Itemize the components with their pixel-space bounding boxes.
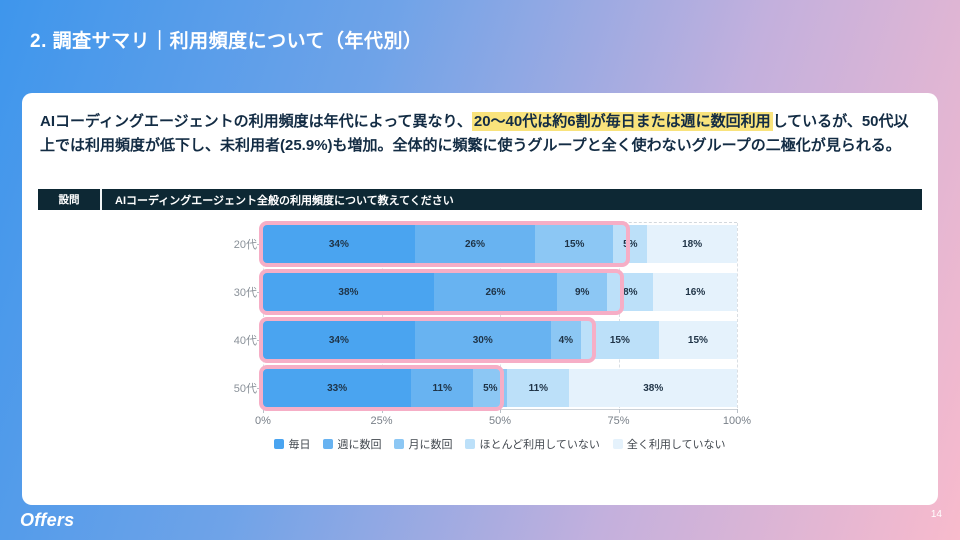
- legend-item: 毎日: [274, 436, 310, 452]
- axis-tick: [263, 409, 264, 413]
- axis-tick-label: 75%: [607, 415, 630, 427]
- page-number: 14: [930, 509, 942, 520]
- legend-item: ほとんど利用していない: [465, 436, 600, 452]
- category-tick: [257, 387, 261, 389]
- chart-x-axis: 0% 25% 50% 75% 100%: [255, 409, 751, 435]
- legend-label: 全く利用していない: [626, 439, 726, 451]
- content-card: AIコーディングエージェントの利用頻度は年代によって異なり、 20〜40代は約6割…: [22, 93, 938, 505]
- bar-value-label: 26%: [465, 238, 486, 250]
- bar-value-label: 11%: [432, 382, 452, 394]
- category-tick: [257, 243, 261, 245]
- bar-value-label: 15%: [687, 334, 708, 346]
- bar-segment: 26%: [414, 225, 536, 263]
- summary-text: AIコーディングエージェントの利用頻度は年代によって異なり、 20〜40代は約6割…: [40, 110, 918, 158]
- bar-segment: 15%: [535, 225, 614, 263]
- bar-segment: 26%: [433, 273, 558, 311]
- bar-segment: 8%: [607, 273, 654, 311]
- bar-value-label: 15%: [609, 334, 630, 346]
- bar-segment: 30%: [414, 321, 551, 359]
- bar-segment: 15%: [658, 321, 737, 359]
- bar-segment: 5%: [613, 225, 648, 263]
- bar-segment: 11%: [507, 369, 570, 407]
- legend-item: 全く利用していない: [612, 436, 726, 452]
- bar-segment: 18%: [647, 225, 737, 263]
- category-tick: [257, 291, 261, 293]
- summary-highlight: 20〜40代は約6割が毎日または週に数回利用: [471, 112, 773, 131]
- gridline: [737, 223, 738, 408]
- bar-value-label: 26%: [485, 286, 506, 298]
- axis-tick-label: 0%: [255, 415, 271, 427]
- bar-track: 33% 11% 5% 11% 38%: [259, 365, 738, 411]
- bar-value-label: 34%: [328, 334, 349, 346]
- legend-swatch: [274, 439, 285, 449]
- legend-item: 週に数回: [323, 436, 381, 452]
- axis-tick-label: 50%: [488, 415, 512, 427]
- summary-pre: AIコーディングエージェントの利用頻度は年代によって異なり、: [40, 113, 472, 130]
- legend-label: 毎日: [288, 439, 311, 451]
- axis-tick-label: 100%: [722, 415, 752, 427]
- axis-tick-label: 25%: [370, 415, 393, 427]
- summary-post: しているが、50代以上では利用頻度が低下し、未利用者(25.9%)も増加。全体的…: [40, 113, 909, 154]
- usage-frequency-chart: 20代 34% 26% 15% 5% 18% 30代 38% 26% 9% 8% 16% 40代 34% 3…: [221, 221, 751, 452]
- chart-row: 40代 34% 30% 4% 15% 15%: [221, 317, 737, 363]
- bar-value-label: 9%: [574, 286, 590, 298]
- question-bar: 設問 AIコーディングエージェント全般の利用頻度について教えてください: [38, 189, 922, 210]
- page-title: 2. 調査サマリ｜利用頻度について（年代別）: [30, 31, 423, 52]
- bar-value-label: 15%: [564, 238, 585, 250]
- category-label: 20代: [233, 239, 257, 251]
- offers-logo: Offers: [20, 510, 75, 530]
- chart-legend: 毎日 週に数回 月に数回 ほとんど利用していない 全く利用していない: [263, 436, 737, 452]
- bar-value-label: 34%: [328, 238, 349, 250]
- question-separator: [100, 189, 102, 210]
- chart-row: 50代 33% 11% 5% 11% 38%: [221, 365, 738, 411]
- legend-label: 週に数回: [337, 439, 382, 451]
- bar-value-label: 11%: [528, 382, 549, 394]
- legend-swatch: [612, 439, 623, 449]
- chart-rows: 20代 34% 26% 15% 5% 18% 30代 38% 26% 9% 8% 16% 40代 34% 3…: [221, 221, 738, 411]
- category-label: 30代: [233, 287, 257, 299]
- legend-swatch: [323, 439, 334, 449]
- legend-swatch: [465, 439, 476, 449]
- bar-value-label: 16%: [685, 286, 706, 298]
- bar-segment: 4%: [550, 321, 581, 359]
- bar-track: 38% 26% 9% 8% 16%: [259, 269, 737, 315]
- bar-track: 34% 30% 4% 15% 15%: [259, 317, 737, 363]
- bar-value-label: 4%: [558, 334, 574, 346]
- bar-segment: 5%: [473, 369, 508, 407]
- bar-segment: 34%: [263, 225, 415, 263]
- question-text: AIコーディングエージェント全般の利用頻度について教えてください: [115, 194, 454, 207]
- axis-tick: [737, 409, 738, 413]
- question-label: 設問: [58, 194, 80, 206]
- axis-tick: [618, 409, 620, 413]
- bar-value-label: 8%: [623, 286, 638, 298]
- category-label: 50代: [233, 383, 257, 395]
- bar-track: 34% 26% 15% 5% 18%: [259, 221, 737, 267]
- axis-tick: [381, 409, 383, 413]
- bar-segment: 34%: [263, 321, 415, 359]
- legend-swatch: [394, 439, 405, 449]
- bar-value-label: 30%: [472, 334, 493, 346]
- axis-tick: [500, 409, 501, 413]
- bar-segment: 9%: [557, 273, 608, 311]
- chart-row: 30代 38% 26% 9% 8% 16%: [221, 269, 737, 315]
- category-label: 40代: [233, 335, 257, 347]
- legend-item: 月に数回: [394, 436, 452, 452]
- bar-value-label: 33%: [327, 382, 348, 394]
- legend-label: 月に数回: [408, 439, 453, 451]
- bar-value-label: 38%: [338, 286, 359, 298]
- bar-value-label: 5%: [483, 382, 498, 394]
- bar-segment: 16%: [653, 273, 737, 311]
- bar-value-label: 38%: [643, 382, 664, 394]
- bar-value-label: 18%: [682, 238, 703, 250]
- category-tick: [257, 339, 261, 341]
- chart-row: 20代 34% 26% 15% 5% 18%: [221, 221, 737, 267]
- bar-value-label: 5%: [623, 238, 638, 250]
- bar-segment: 11%: [411, 369, 474, 407]
- bar-segment: 38%: [569, 369, 738, 407]
- bar-segment: 15%: [580, 321, 659, 359]
- bar-segment: 38%: [263, 273, 434, 311]
- bar-segment: 33%: [263, 369, 412, 407]
- legend-label: ほとんど利用していない: [479, 439, 600, 451]
